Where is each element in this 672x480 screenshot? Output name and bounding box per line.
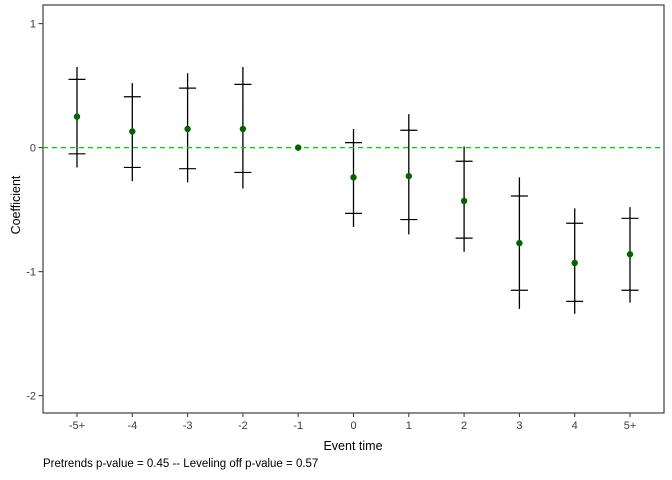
coefficient-point--4 bbox=[129, 128, 136, 135]
x-tick-label--1: -1 bbox=[293, 420, 303, 432]
y-tick-label--2: -2 bbox=[26, 390, 36, 402]
x-axis-title: Event time bbox=[323, 439, 383, 453]
coefficient-point-1 bbox=[405, 172, 412, 180]
coefficient-point-0 bbox=[350, 174, 357, 181]
coefficient-point-2 bbox=[460, 197, 468, 205]
x-tick-label-3: 3 bbox=[516, 420, 522, 432]
x-tick-label-2: 2 bbox=[461, 420, 467, 432]
coefficient-point--5+ bbox=[73, 113, 81, 120]
coefficient-point--3 bbox=[184, 125, 191, 133]
y-tick-label-0: 0 bbox=[30, 142, 36, 154]
coefficient-point--2 bbox=[239, 125, 247, 133]
x-tick-label--2: -2 bbox=[238, 420, 248, 432]
x-tick-label--5+: -5+ bbox=[69, 420, 85, 432]
x-tick-label--3: -3 bbox=[183, 420, 193, 432]
x-tick-label-0: 0 bbox=[350, 420, 356, 432]
x-tick-label-4: 4 bbox=[572, 420, 578, 432]
coefficient-point-4 bbox=[571, 259, 578, 267]
x-tick-label-5+: 5+ bbox=[624, 420, 637, 432]
y-tick-label--1: -1 bbox=[26, 266, 36, 278]
coefficient-point-5+ bbox=[626, 251, 634, 258]
y-tick-label-1: 1 bbox=[30, 18, 36, 30]
coefficient-point-3 bbox=[516, 239, 523, 247]
y-axis-title: Coefficient bbox=[9, 175, 23, 235]
pvalue-caption: Pretrends p-value = 0.45 -- Leveling off… bbox=[43, 458, 319, 470]
reference-point--1 bbox=[295, 144, 302, 151]
x-tick-label--4: -4 bbox=[127, 420, 137, 432]
x-tick-label-1: 1 bbox=[406, 420, 412, 432]
